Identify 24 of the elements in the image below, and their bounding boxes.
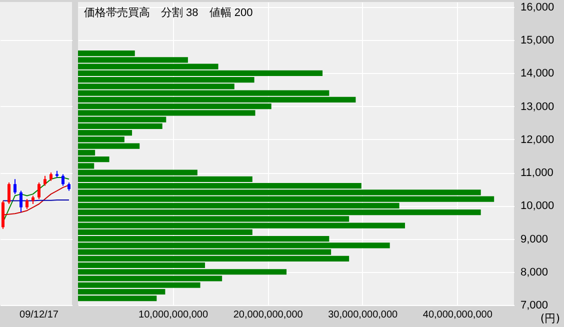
y-tick-label: 14,000 [520,68,554,80]
y-tick-label: 9,000 [520,233,548,246]
y-tick-label: 16,000 [520,1,554,14]
chart-title: 価格帯売買高 分割 38 値幅 200 [84,6,253,19]
candlestick [20,190,22,213]
y-tick-label: 15,000 [520,34,554,47]
candlestick [8,182,10,204]
x-tick-label: 09/12/17 [20,310,59,320]
candlestick [44,175,46,186]
y-tick-label: 12,000 [520,134,554,146]
y-tick-label: 7,000 [520,300,548,312]
x-tick-label: 20,000,000,000 [233,310,304,320]
y-tick-label: 13,000 [520,100,554,113]
x-tick-label: 10,000,000,000 [138,310,208,320]
candlestick [26,198,28,210]
candlestick [14,178,16,195]
x-tick-label: 30,000,000,000 [328,310,398,320]
y-tick-label: 8,000 [520,266,548,278]
y-tick-label: 11,000 [520,167,554,180]
x-tick-label: 40,000,000,000 [422,310,493,320]
y-tick-label: 10,000 [520,200,554,212]
text: (円) [540,312,560,325]
candlestick [62,174,64,186]
candlestick [38,182,40,200]
